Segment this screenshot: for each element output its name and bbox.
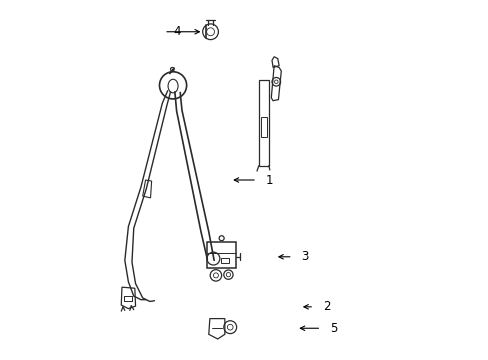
Text: 4: 4 [173, 25, 180, 38]
Text: 5: 5 [329, 322, 337, 335]
Text: 3: 3 [301, 250, 308, 263]
Text: 1: 1 [265, 174, 273, 186]
Bar [220, 258, 229, 263]
Text: 2: 2 [323, 300, 330, 313]
Bar [258, 80, 268, 166]
Bar [206, 242, 236, 267]
Bar [260, 117, 266, 137]
